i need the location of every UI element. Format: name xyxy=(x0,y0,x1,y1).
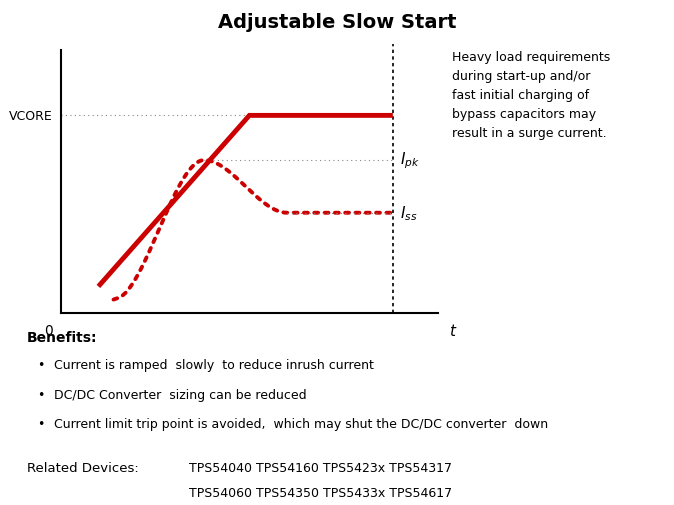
Text: t: t xyxy=(450,324,456,338)
Text: •: • xyxy=(37,417,44,430)
Text: $I_{ss}$: $I_{ss}$ xyxy=(400,204,418,223)
Text: 0: 0 xyxy=(44,324,53,337)
Text: DC/DC Converter  sizing can be reduced: DC/DC Converter sizing can be reduced xyxy=(54,388,307,401)
Text: TPS54040 TPS54160 TPS5423x TPS54317: TPS54040 TPS54160 TPS5423x TPS54317 xyxy=(189,462,452,475)
Text: VCORE: VCORE xyxy=(9,110,53,123)
Text: Adjustable Slow Start: Adjustable Slow Start xyxy=(218,13,456,32)
Text: TPS54060 TPS54350 TPS5433x TPS54617: TPS54060 TPS54350 TPS5433x TPS54617 xyxy=(189,486,452,499)
Text: •: • xyxy=(37,359,44,372)
Text: Related Devices:: Related Devices: xyxy=(27,462,139,475)
Text: •: • xyxy=(37,388,44,401)
Text: Heavy load requirements
during start-up and/or
fast initial charging of
bypass c: Heavy load requirements during start-up … xyxy=(452,50,610,139)
Text: Current is ramped  slowly  to reduce inrush current: Current is ramped slowly to reduce inrus… xyxy=(54,359,374,372)
Text: Current limit trip point is avoided,  which may shut the DC/DC converter  down: Current limit trip point is avoided, whi… xyxy=(54,417,548,430)
Text: $I_{pk}$: $I_{pk}$ xyxy=(400,150,420,171)
Text: Benefits:: Benefits: xyxy=(27,331,98,345)
